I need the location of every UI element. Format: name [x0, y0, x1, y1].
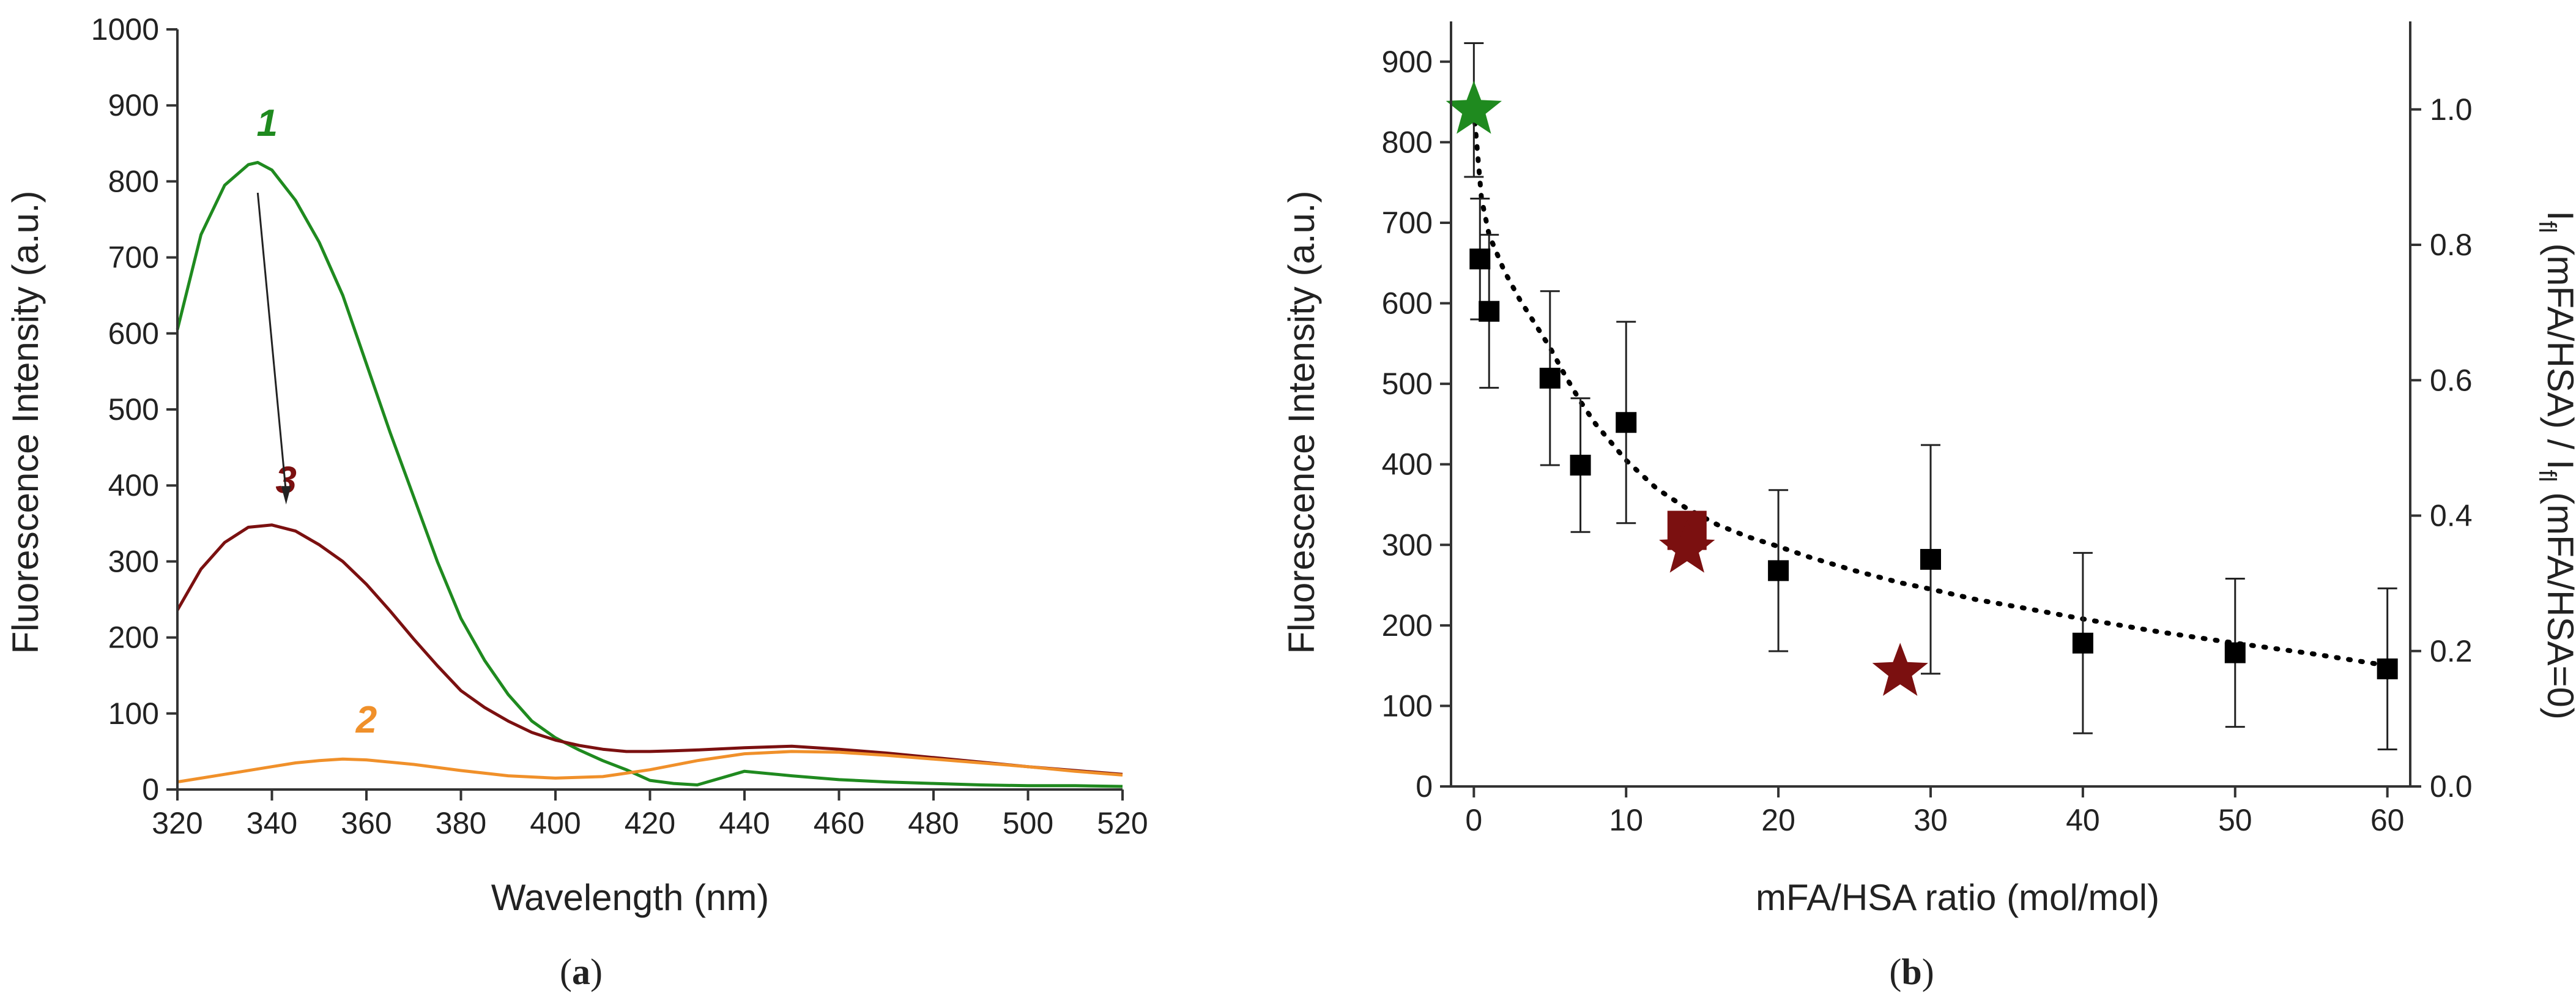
fit-curve	[1471, 107, 2390, 668]
chart-b-y-tick-label: 0	[1416, 769, 1433, 804]
chart-b-x-tick-label: 0	[1465, 803, 1482, 837]
chart-a-curves: 132	[176, 102, 1123, 788]
data-point-square	[1920, 548, 1941, 570]
chart-b-y-axis-label: Fluorescence Intensity (a.u.)	[1281, 190, 1322, 654]
chart-a-y-tick-label: 800	[108, 164, 159, 198]
chart-a-y-tick-label: 900	[108, 88, 159, 122]
chart-b-fit-curve	[1471, 107, 2390, 668]
data-point-square	[1768, 560, 1789, 581]
chart-a-y-tick-label: 400	[108, 468, 159, 502]
chart-b-x-tick-label: 30	[1913, 803, 1948, 837]
chart-b-y-tick-label: 300	[1382, 528, 1433, 562]
panel-b-letter: b	[1901, 952, 1921, 992]
chart-a-x-tick-label: 500	[1003, 806, 1053, 840]
chart-b-x-tick-label: 60	[2370, 803, 2405, 837]
chart-a-y-tick-label: 300	[108, 544, 159, 578]
data-point-square	[2072, 632, 2093, 654]
chart-a-tick-labels: 320 340 360 380 400 420 440 460 480 500 520 0 100 200…	[91, 12, 1148, 840]
right-axis-label-i: I	[2540, 211, 2576, 221]
chart-b-y-tick-label: 800	[1382, 125, 1433, 159]
chart-b-y-tick-label: 100	[1382, 689, 1433, 723]
chart-a-x-tick-label: 400	[530, 806, 581, 840]
chart-a-x-tick-label: 460	[814, 806, 864, 840]
chart-a-y-tick-label: 600	[108, 316, 159, 351]
data-point-square	[1539, 367, 1561, 389]
right-axis-label-mid: (mFA/HSA) / I	[2540, 233, 2576, 470]
chart-a-y-tick-label: 700	[108, 241, 159, 275]
chart-a-axes	[166, 28, 1124, 801]
data-point-star	[1872, 643, 1928, 696]
chart-b-y-tick-label: 400	[1382, 447, 1433, 482]
chart-b-axes	[1440, 21, 2421, 797]
chart-b-y-tick-label: 600	[1382, 286, 1433, 321]
chart-a-x-tick-label: 380	[436, 806, 486, 840]
chart-b-y-tick-label: 900	[1382, 45, 1433, 79]
spectrum-label-2: 2	[355, 699, 377, 741]
spectrum-line-2	[177, 750, 1123, 784]
spectrum-line-1	[176, 160, 1123, 788]
chart-b-y2-tick-label: 0.6	[2430, 363, 2473, 397]
spectrum-label-1: 1	[257, 102, 278, 144]
chart-b-markers	[1446, 80, 2398, 696]
chart-a-x-tick-label: 340	[247, 806, 297, 840]
right-axis-label-sub1: fl	[2534, 221, 2561, 233]
data-point-square	[1479, 301, 1500, 322]
chart-b-tick-labels: 0 10 20 30 40 50 60010020030040050060070080090…	[1382, 45, 2473, 837]
chart-a-y-tick-label: 1000	[91, 12, 159, 47]
chart-a-annotation	[256, 192, 291, 505]
data-point-square	[1469, 248, 1491, 270]
chart-b-x-tick-label: 40	[2066, 803, 2100, 837]
chart-b-y2-tick-label: 1.0	[2430, 92, 2473, 127]
panel-b-label: (b)	[1889, 952, 1934, 992]
chart-a-y-axis-label: Fluorescence Intensity (a.u.)	[5, 190, 46, 654]
data-point-square	[2224, 642, 2246, 663]
chart-a-x-tick-label: 520	[1097, 806, 1148, 840]
chart-a-y-tick-label: 100	[108, 696, 159, 731]
chart-b-right-axis-label: Ifl (mFA/HSA) / Ifl (mFA/HSA=0)	[2534, 211, 2576, 720]
panel-a-letter: a	[572, 952, 590, 992]
chart-b-y2-tick-label: 0.4	[2430, 499, 2473, 533]
chart-b-y2-tick-label: 0.2	[2430, 634, 2473, 668]
spectrum-line-3	[176, 523, 1123, 776]
chart-b-y-tick-label: 200	[1382, 608, 1433, 643]
chart-a-y-tick-label: 0	[142, 772, 159, 807]
data-point-star	[1446, 80, 1502, 134]
chart-b-quenching: 0 10 20 30 40 50 60010020030040050060070080090…	[1281, 21, 2576, 918]
arrow-head	[281, 486, 291, 505]
chart-a-x-tick-label: 360	[341, 806, 392, 840]
chart-a-x-tick-label: 480	[908, 806, 959, 840]
data-point-square	[1570, 455, 1591, 476]
chart-b-y2-tick-label: 0.8	[2430, 228, 2473, 262]
chart-a-spectra: 132 320 340 360 380 400 420 440 460 480 500 520 0 10…	[5, 12, 1148, 918]
panel-a-label: (a)	[560, 952, 603, 992]
right-axis-label-suffix: (mFA/HSA=0)	[2540, 482, 2576, 719]
chart-b-x-axis-label: mFA/HSA ratio (mol/mol)	[1756, 877, 2159, 918]
chart-a-y-tick-label: 200	[108, 621, 159, 655]
chart-a-x-tick-label: 320	[152, 806, 202, 840]
chart-a-x-axis-label: Wavelength (nm)	[491, 877, 770, 918]
data-point-star	[1659, 519, 1715, 573]
right-axis-label-sub2: fl	[2534, 469, 2561, 482]
chart-b-x-tick-label: 10	[1609, 803, 1643, 837]
chart-b-x-tick-label: 20	[1761, 803, 1795, 837]
data-point-square	[2377, 658, 2398, 679]
chart-a-x-tick-label: 440	[719, 806, 770, 840]
arrow-line	[256, 192, 288, 494]
data-point-square	[1616, 412, 1637, 433]
chart-b-y-tick-label: 700	[1382, 206, 1433, 240]
chart-b-y-tick-label: 500	[1382, 367, 1433, 401]
chart-b-x-tick-label: 50	[2218, 803, 2252, 837]
chart-a-x-tick-label: 420	[625, 806, 675, 840]
chart-b-y2-tick-label: 0.0	[2430, 769, 2473, 804]
chart-a-y-tick-label: 500	[108, 392, 159, 427]
